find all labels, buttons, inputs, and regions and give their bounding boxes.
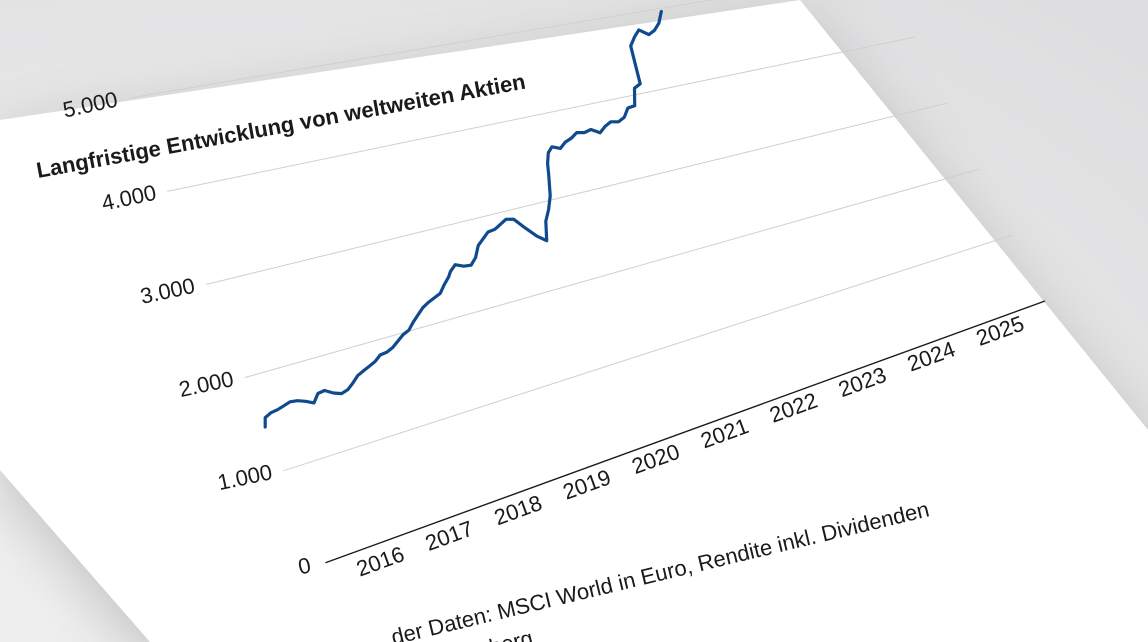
series-line-msci-world bbox=[263, 9, 663, 429]
gridlines bbox=[128, 0, 1013, 472]
x-axis-line bbox=[325, 300, 1046, 564]
gridline-5000 bbox=[128, 0, 714, 99]
gridline-3000 bbox=[205, 102, 948, 285]
y-tick-label: 0 bbox=[296, 552, 313, 579]
gridline-1000 bbox=[283, 234, 1013, 472]
gridline-2000 bbox=[244, 168, 981, 379]
gridline-4000 bbox=[167, 36, 916, 192]
